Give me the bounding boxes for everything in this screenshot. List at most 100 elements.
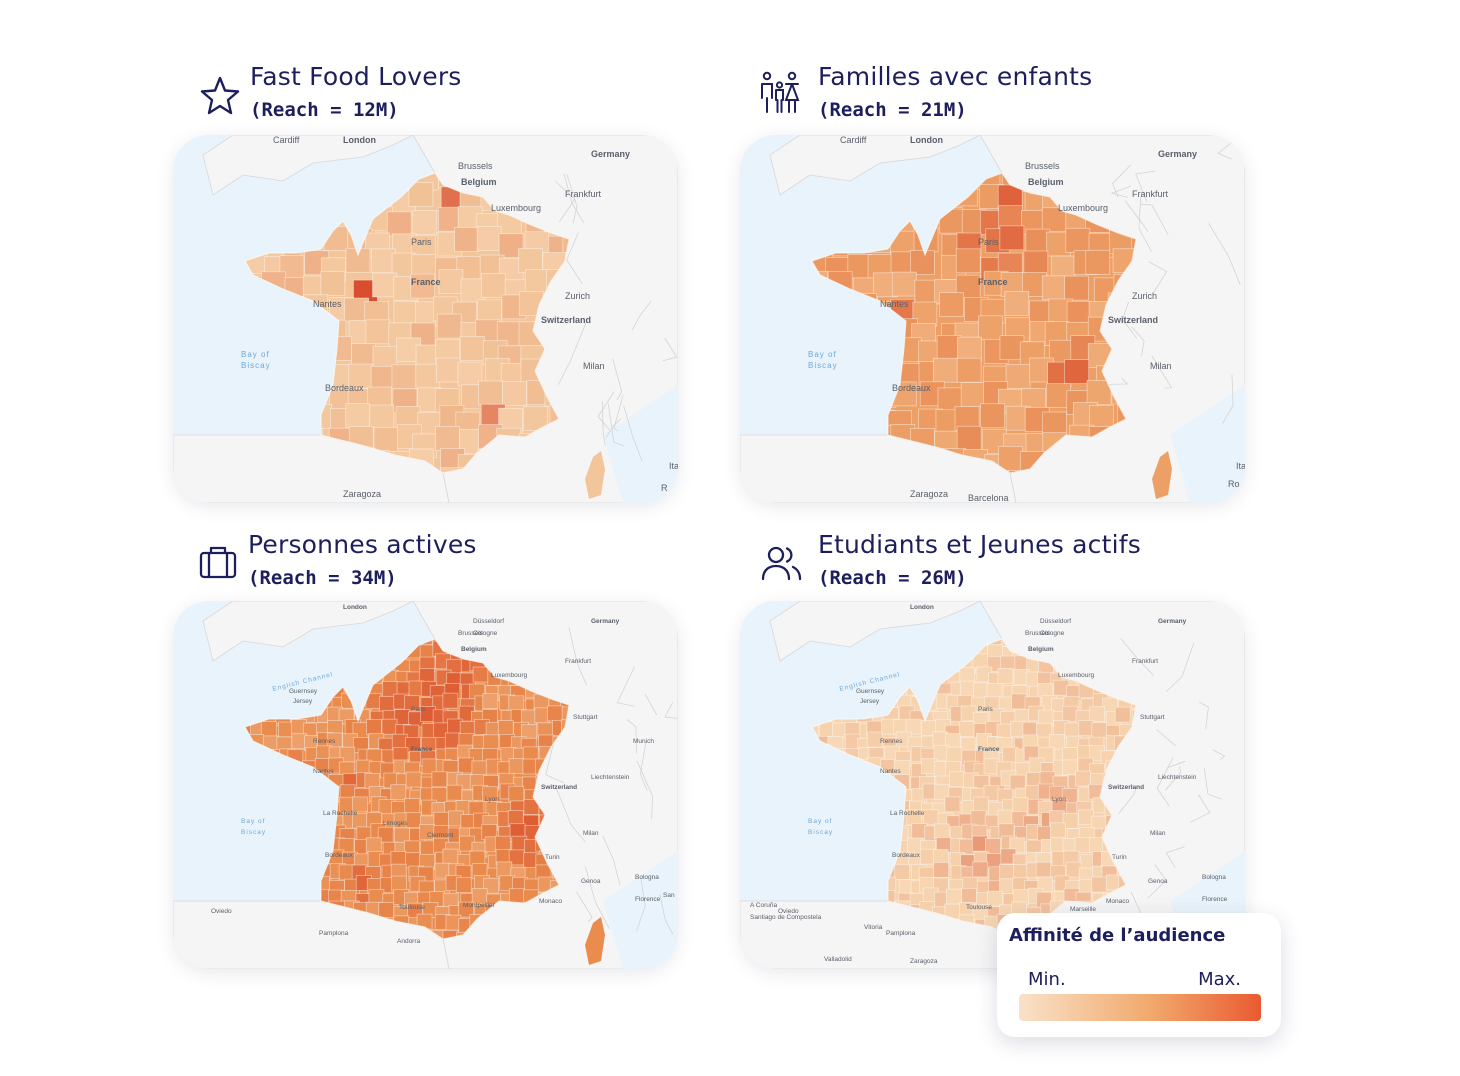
map-sea-label: Bay of xyxy=(808,818,832,825)
map-place-label: Monaco xyxy=(539,898,563,905)
map-place-label: Frankfurt xyxy=(1132,189,1169,199)
map-place-label: Frankfurt xyxy=(565,189,602,199)
map-place-label: Bordeaux xyxy=(325,852,354,859)
map-place-label: Turin xyxy=(545,854,560,861)
map-place-label: Paris xyxy=(978,706,994,713)
map-place-label: Toulouse xyxy=(399,904,425,911)
map-place-label: Vitoria xyxy=(864,924,883,931)
map-place-label: Switzerland xyxy=(1108,315,1158,325)
map-place-label: Bordeaux xyxy=(892,852,921,859)
map-place-label: R xyxy=(661,483,668,493)
map-personnes-actives[interactable]: London Brussels Cologne Düsseldorf Belgium Ge… xyxy=(173,601,678,969)
map-familles-avec-enfants[interactable]: Cardiff London Brussels Belgium Germany Frank… xyxy=(740,135,1245,503)
map-place-label: Brussels xyxy=(458,161,493,171)
map-place-label: Limoges xyxy=(383,820,408,827)
map-place-label: Zaragoza xyxy=(343,489,381,499)
map-place-label: Florence xyxy=(1202,896,1228,903)
map-place-label: Switzerland xyxy=(541,784,577,791)
map-fast-food-lovers[interactable]: Cardiff London Brussels Belgium Germany Frank… xyxy=(173,135,678,503)
map-etudiants-jeunes-actifs[interactable]: London Brussels Cologne Düsseldorf Belgium Ge… xyxy=(740,601,1245,969)
map-place-label: Switzerland xyxy=(541,315,591,325)
legend-gradient-bar xyxy=(1019,994,1261,1021)
panel-reach: (Reach = 34M) xyxy=(248,567,397,589)
map-place-label: Belgium xyxy=(1028,177,1064,187)
map-place-label: Santiago de Compostela xyxy=(750,914,822,921)
map-place-label: Milan xyxy=(583,830,599,837)
map-place-label: Nantes xyxy=(880,768,901,775)
map-place-label: Guernsey xyxy=(289,688,318,695)
panel-reach: (Reach = 21M) xyxy=(818,99,967,121)
map-place-label: La Rochelle xyxy=(890,810,925,817)
map-sea-label: Bay of xyxy=(241,818,265,825)
map-place-label: Düsseldorf xyxy=(1040,618,1071,625)
map-place-label: London xyxy=(910,135,943,145)
map-place-label: Guernsey xyxy=(856,688,885,695)
map-place-label: Genoa xyxy=(581,878,601,885)
map-place-label: Clermont xyxy=(427,832,454,839)
map-place-label: Bordeaux xyxy=(325,383,364,393)
map-sea-label: Biscay xyxy=(241,829,266,836)
panel-reach: (Reach = 12M) xyxy=(250,99,399,121)
map-place-label: Frankfurt xyxy=(565,658,591,665)
map-place-label: Germany xyxy=(591,618,620,625)
map-place-label: Stuttgart xyxy=(573,714,598,721)
choropleth-map: Cardiff London Brussels Belgium Germany Frank… xyxy=(740,135,1245,503)
map-place-label: Andorra xyxy=(397,938,421,945)
legend-card: Affinité de l’audience Min. Max. xyxy=(997,913,1281,1037)
map-place-label: Jersey xyxy=(860,698,880,705)
map-place-label: A Coruña xyxy=(750,902,777,909)
map-place-label: France xyxy=(411,277,441,287)
map-place-label: Rennes xyxy=(313,738,336,745)
map-place-label: Luxembourg xyxy=(491,672,528,679)
map-sea-label: Bay of xyxy=(808,350,837,359)
map-place-label: Zurich xyxy=(1132,291,1157,301)
panel-title: Familles avec enfants xyxy=(818,62,1093,91)
map-place-label: Brussels xyxy=(1025,161,1060,171)
map-place-label: Frankfurt xyxy=(1132,658,1158,665)
map-place-label: Munich xyxy=(633,738,654,745)
map-place-label: Cologne xyxy=(1040,630,1065,637)
map-place-label: Luxembourg xyxy=(1058,203,1108,213)
map-place-label: Montpellier xyxy=(463,902,496,909)
map-place-label: Rennes xyxy=(880,738,903,745)
map-place-label: Ita xyxy=(1236,461,1245,471)
map-place-label: Germany xyxy=(591,149,630,159)
map-sea-label: Bay of xyxy=(241,350,270,359)
map-place-label: Belgium xyxy=(461,177,497,187)
map-place-label: Düsseldorf xyxy=(473,618,504,625)
map-place-label: Ita xyxy=(669,461,678,471)
map-place-label: Monaco xyxy=(1106,898,1130,905)
map-place-label: Luxembourg xyxy=(1058,672,1095,679)
map-place-label: Turin xyxy=(1112,854,1127,861)
panel-title: Personnes actives xyxy=(248,530,477,559)
map-place-label: Nantes xyxy=(313,768,334,775)
map-place-label: Nantes xyxy=(880,299,909,309)
map-place-label: Florence xyxy=(635,896,661,903)
map-sea-label: Biscay xyxy=(808,829,833,836)
map-place-label: Liechtenstein xyxy=(591,774,630,781)
map-place-label: Belgium xyxy=(461,646,487,653)
map-place-label: Bologna xyxy=(635,874,659,881)
map-place-label: Pamplona xyxy=(886,930,916,937)
map-place-label: Germany xyxy=(1158,149,1197,159)
map-sea-label: Biscay xyxy=(241,361,271,370)
choropleth-map: Cardiff London Brussels Belgium Germany Frank… xyxy=(173,135,678,503)
users-icon xyxy=(761,546,802,581)
map-place-label: San xyxy=(663,892,675,899)
map-place-label: Lyon xyxy=(1052,796,1066,803)
panel-reach: (Reach = 26M) xyxy=(818,567,967,589)
map-place-label: Valladolid xyxy=(824,956,852,963)
legend-min-label: Min. xyxy=(1028,969,1066,990)
map-place-label: Barcelona xyxy=(968,493,1009,503)
map-place-label: Paris xyxy=(411,237,432,247)
map-place-label: Milan xyxy=(583,361,605,371)
panel-title: Fast Food Lovers xyxy=(250,62,462,91)
map-place-label: Brussels xyxy=(458,630,484,637)
map-place-label: Toulouse xyxy=(966,904,992,911)
legend-max-label: Max. xyxy=(1198,969,1241,990)
map-place-label: Luxembourg xyxy=(491,203,541,213)
map-place-label: Oviedo xyxy=(778,908,799,915)
map-place-label: London xyxy=(343,135,376,145)
